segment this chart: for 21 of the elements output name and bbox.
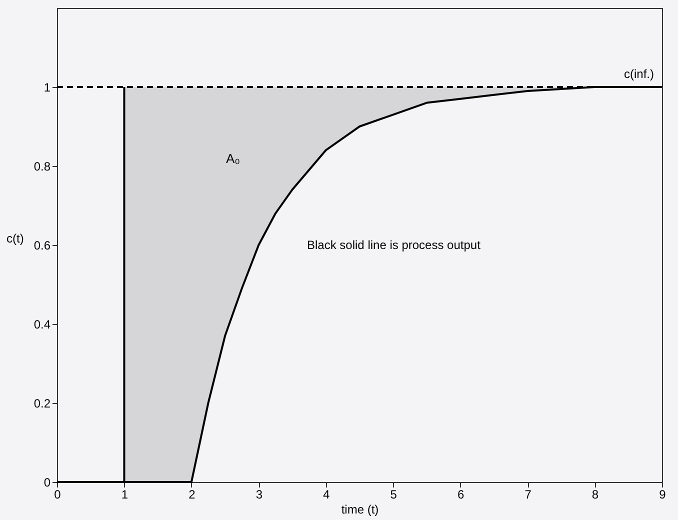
y-tick-label: 1 <box>44 80 51 94</box>
x-tick-label: 8 <box>592 488 599 502</box>
x-tick-label: 4 <box>323 488 330 502</box>
x-tick-label: 3 <box>256 488 263 502</box>
x-tick-label: 5 <box>390 488 398 502</box>
ref-line-label: c(inf.) <box>624 67 654 81</box>
x-tick-label: 9 <box>659 488 666 502</box>
x-tick-label: 2 <box>188 488 196 502</box>
y-tick-label: 0.2 <box>34 396 51 410</box>
x-tick-label: 0 <box>54 488 62 502</box>
x-tick-label: 1 <box>121 488 128 502</box>
y-tick-label: 0.8 <box>34 160 51 174</box>
x-tick-label: 7 <box>524 488 532 502</box>
y-tick-label: 0.6 <box>34 238 51 252</box>
x-axis-title: time (t) <box>341 502 379 516</box>
y-tick-label: 0 <box>44 476 51 490</box>
x-tick-label: 6 <box>457 488 464 502</box>
annotation: Black solid line is process output <box>307 238 482 252</box>
annotation: A₀ <box>226 151 240 166</box>
y-tick-label: 0.4 <box>34 318 51 332</box>
y-axis-title: c(t) <box>6 232 24 246</box>
